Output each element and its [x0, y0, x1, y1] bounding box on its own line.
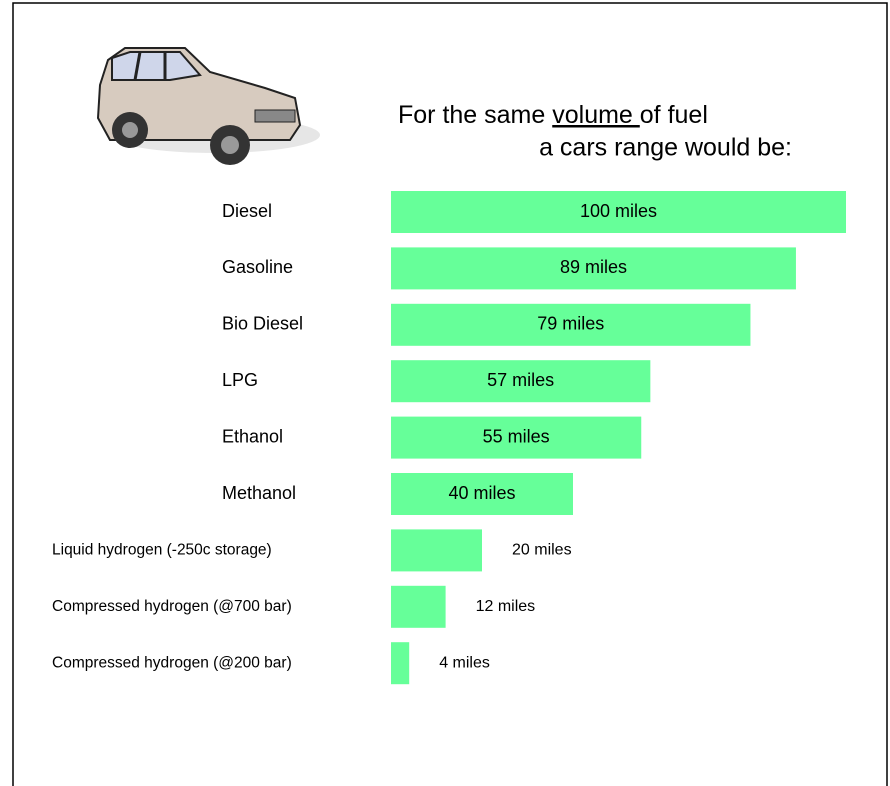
category-label: Compressed hydrogen (@700 bar) [52, 598, 292, 615]
title-part: volume [552, 101, 640, 129]
chart-title: For the same volume of fuel [398, 101, 708, 129]
category-label: Bio Diesel [222, 314, 303, 334]
category-label: LPG [222, 370, 258, 390]
chart: For the same volume of fuel a cars range… [0, 0, 890, 786]
category-label: Diesel [222, 201, 272, 221]
value-label: 20 miles [512, 542, 572, 559]
chart-subtitle: a cars range would be: [539, 134, 792, 162]
bar [391, 642, 409, 684]
category-label: Compressed hydrogen (@200 bar) [52, 654, 292, 671]
value-label: 12 miles [476, 598, 536, 615]
value-label: 55 miles [483, 426, 550, 446]
category-label: Gasoline [222, 257, 293, 277]
value-label: 100 miles [580, 201, 657, 221]
value-label: 89 miles [560, 257, 627, 277]
bar [391, 529, 482, 571]
category-label: Methanol [222, 483, 296, 503]
car-icon [98, 48, 320, 165]
bar [391, 586, 446, 628]
value-label: 79 miles [537, 314, 604, 334]
category-label: Liquid hydrogen (-250c storage) [52, 541, 272, 558]
value-label: 40 miles [448, 483, 515, 503]
category-label: Ethanol [222, 426, 283, 446]
value-label: 4 miles [439, 654, 490, 671]
value-label: 57 miles [487, 370, 554, 390]
title-part: of fuel [640, 101, 708, 129]
title-part: For the same [398, 101, 552, 129]
